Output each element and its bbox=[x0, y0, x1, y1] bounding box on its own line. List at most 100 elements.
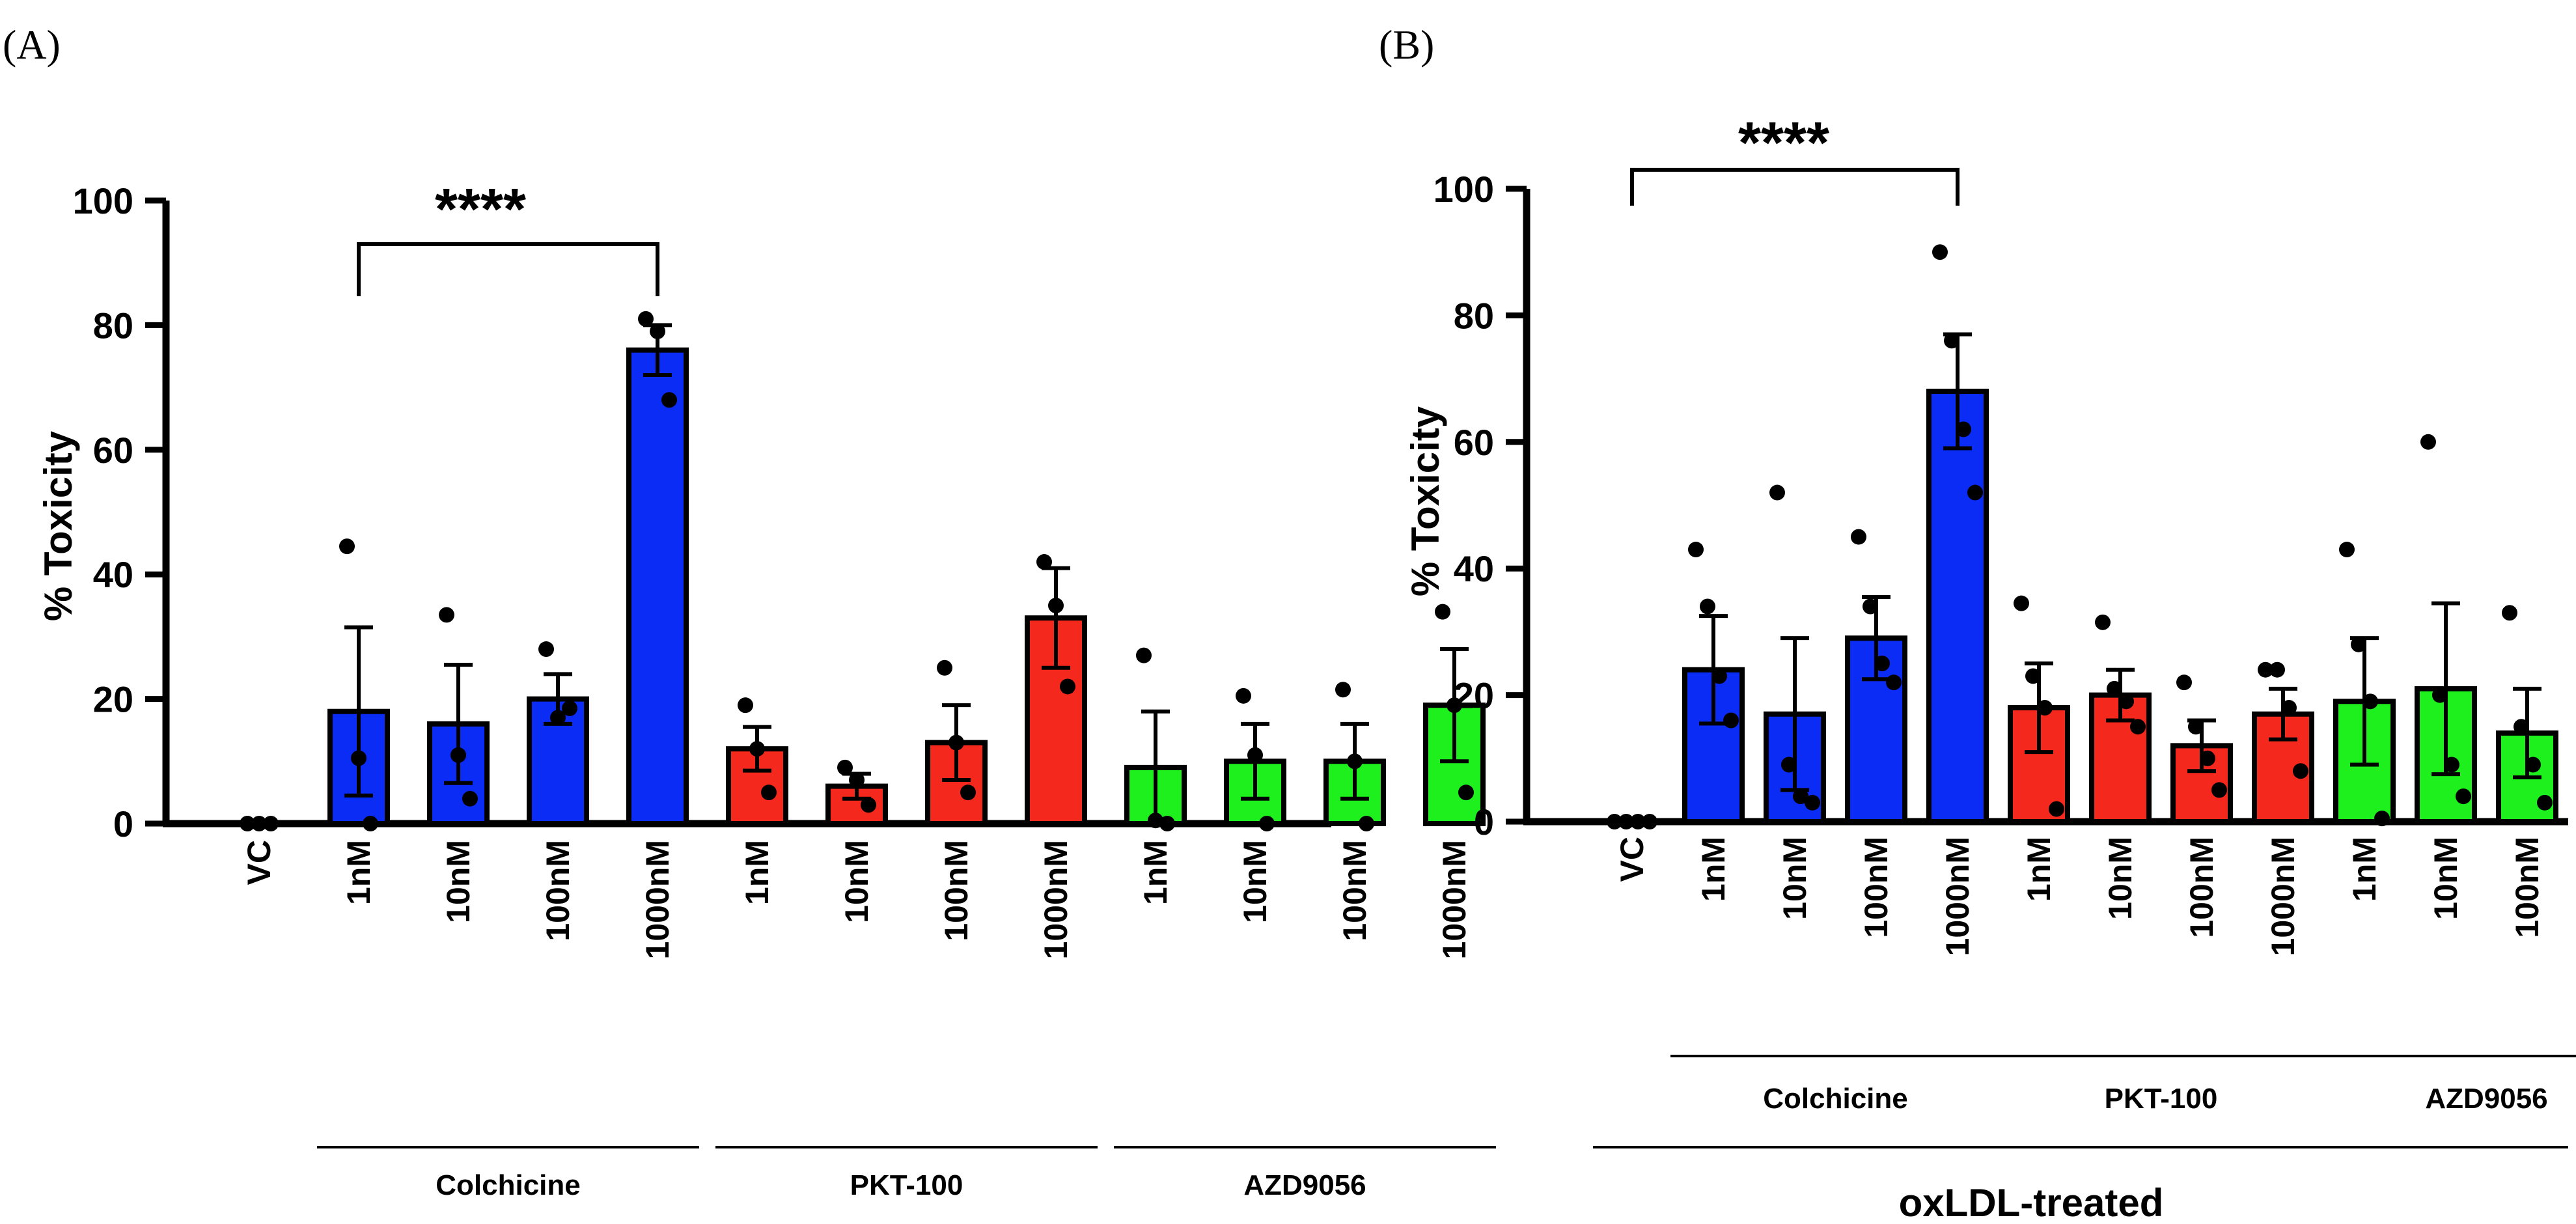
data-point-b bbox=[2258, 661, 2273, 678]
data-point-a bbox=[1036, 554, 1052, 570]
data-point-b bbox=[1886, 675, 1902, 691]
data-point-a bbox=[738, 697, 753, 714]
group-label-a: PKT-100 bbox=[850, 1169, 963, 1201]
data-point-a bbox=[550, 710, 566, 726]
group-label-b: PKT-100 bbox=[2105, 1083, 2218, 1115]
data-point-b bbox=[2432, 687, 2448, 703]
data-point-b bbox=[1700, 598, 1715, 615]
data-point-a bbox=[1435, 604, 1450, 620]
category-label-a: 1000nM bbox=[1038, 840, 1074, 959]
group-label-a: Colchicine bbox=[436, 1169, 581, 1201]
data-point-b bbox=[2049, 801, 2064, 817]
data-point-a bbox=[251, 816, 267, 831]
data-point-a bbox=[339, 538, 355, 555]
data-point-b bbox=[2420, 434, 2436, 450]
data-point-b bbox=[2362, 693, 2378, 710]
data-point-b bbox=[2211, 782, 2227, 798]
y-tick-label-a: 80 bbox=[93, 305, 133, 346]
data-point-a bbox=[1048, 598, 1064, 614]
data-point-a bbox=[351, 750, 367, 766]
y-tick-label-a: 60 bbox=[93, 430, 133, 471]
chart-panel-b: (B) % Toxicity **** oxLDL-treated 0 20 40 6… bbox=[1379, 21, 2576, 1224]
data-point-a bbox=[439, 607, 454, 623]
category-label-b: 100nM bbox=[1858, 837, 1894, 938]
group-label-b: Colchicine bbox=[1763, 1083, 1908, 1115]
data-point-a bbox=[937, 660, 952, 676]
significance-bracket-b bbox=[1630, 167, 1960, 206]
data-point-b bbox=[1863, 598, 1878, 615]
data-point-a bbox=[263, 816, 279, 831]
category-label-a: 1nM bbox=[1137, 840, 1174, 905]
category-label-b: VC bbox=[1614, 837, 1650, 882]
data-point-a bbox=[462, 790, 478, 807]
y-tick-label-b: 100 bbox=[1433, 169, 1494, 210]
category-label-b: 1000nM bbox=[1939, 837, 1976, 956]
data-point-b bbox=[2537, 794, 2553, 811]
chart-panel-a: (A) % Toxicity **** 0 20 40 60 80 100 VC 1nM 10n… bbox=[3, 21, 1496, 1201]
category-label-a: 1nM bbox=[340, 840, 377, 905]
category-label-a: 100nM bbox=[938, 840, 975, 941]
data-point-b bbox=[2025, 668, 2041, 684]
data-point-b bbox=[1723, 712, 1739, 729]
data-point-b bbox=[1618, 814, 1634, 829]
data-point-a bbox=[761, 785, 777, 801]
category-label-b: 1nM bbox=[1695, 837, 1732, 902]
y-tick-label-b: 0 bbox=[1474, 801, 1494, 842]
data-point-b bbox=[2188, 719, 2204, 735]
data-point-a bbox=[849, 772, 865, 788]
data-point-a bbox=[1335, 682, 1351, 698]
data-point-a bbox=[837, 759, 853, 775]
data-point-a bbox=[1148, 813, 1163, 829]
significance-label-a: **** bbox=[435, 177, 526, 242]
data-point-b bbox=[2444, 757, 2459, 773]
category-label-a: 10nM bbox=[1237, 840, 1273, 923]
data-point-a bbox=[538, 641, 554, 658]
bar-b bbox=[1926, 389, 1989, 824]
data-point-b bbox=[1793, 788, 1808, 805]
data-point-b bbox=[2269, 661, 2285, 678]
data-point-b bbox=[2514, 719, 2529, 735]
category-label-b: 1nM bbox=[2021, 837, 2057, 902]
category-label-a: 10nM bbox=[838, 840, 875, 923]
data-point-b bbox=[2281, 700, 2297, 716]
y-tick-label-b: 40 bbox=[1454, 548, 1494, 589]
data-point-a bbox=[749, 741, 765, 757]
data-point-b bbox=[1769, 484, 1785, 501]
data-point-a bbox=[562, 700, 577, 716]
data-point-a bbox=[1159, 816, 1175, 831]
category-label-b: 10nM bbox=[2428, 837, 2464, 920]
data-point-a bbox=[650, 323, 665, 339]
data-point-b bbox=[1944, 333, 1960, 349]
category-label-b: 10nM bbox=[1777, 837, 1813, 920]
data-point-b bbox=[1607, 814, 1622, 829]
data-point-a bbox=[960, 785, 976, 801]
data-point-b bbox=[2095, 614, 2111, 630]
data-point-a bbox=[1359, 816, 1374, 831]
data-point-a bbox=[1060, 678, 1075, 695]
category-label-b: 100nM bbox=[2509, 837, 2545, 938]
data-point-a bbox=[1447, 697, 1462, 714]
data-point-b bbox=[1967, 484, 1983, 501]
data-point-b bbox=[1711, 668, 1727, 684]
data-point-b bbox=[2176, 675, 2192, 691]
data-point-b bbox=[2351, 636, 2366, 652]
data-point-a bbox=[1247, 747, 1263, 763]
y-tick-label-a: 100 bbox=[73, 180, 133, 221]
category-label-a: VC bbox=[241, 840, 277, 885]
category-label-a: 1000nM bbox=[1436, 840, 1473, 959]
data-point-b bbox=[1630, 814, 1646, 829]
y-tick-label-b: 80 bbox=[1454, 295, 1494, 336]
data-point-b bbox=[1642, 814, 1657, 829]
data-point-b bbox=[2456, 788, 2471, 805]
data-point-b bbox=[2293, 763, 2308, 779]
data-point-a bbox=[1259, 816, 1275, 831]
data-point-a bbox=[240, 816, 255, 831]
data-point-a bbox=[1236, 688, 1251, 704]
y-axis-title-b: % Toxicity bbox=[1404, 406, 1447, 596]
category-label-b: 10nM bbox=[2102, 837, 2139, 920]
category-label-b: 100nM bbox=[2183, 837, 2220, 938]
data-point-a bbox=[638, 311, 654, 327]
data-point-a bbox=[1347, 753, 1363, 770]
panel-label-b: (B) bbox=[1379, 21, 1434, 68]
